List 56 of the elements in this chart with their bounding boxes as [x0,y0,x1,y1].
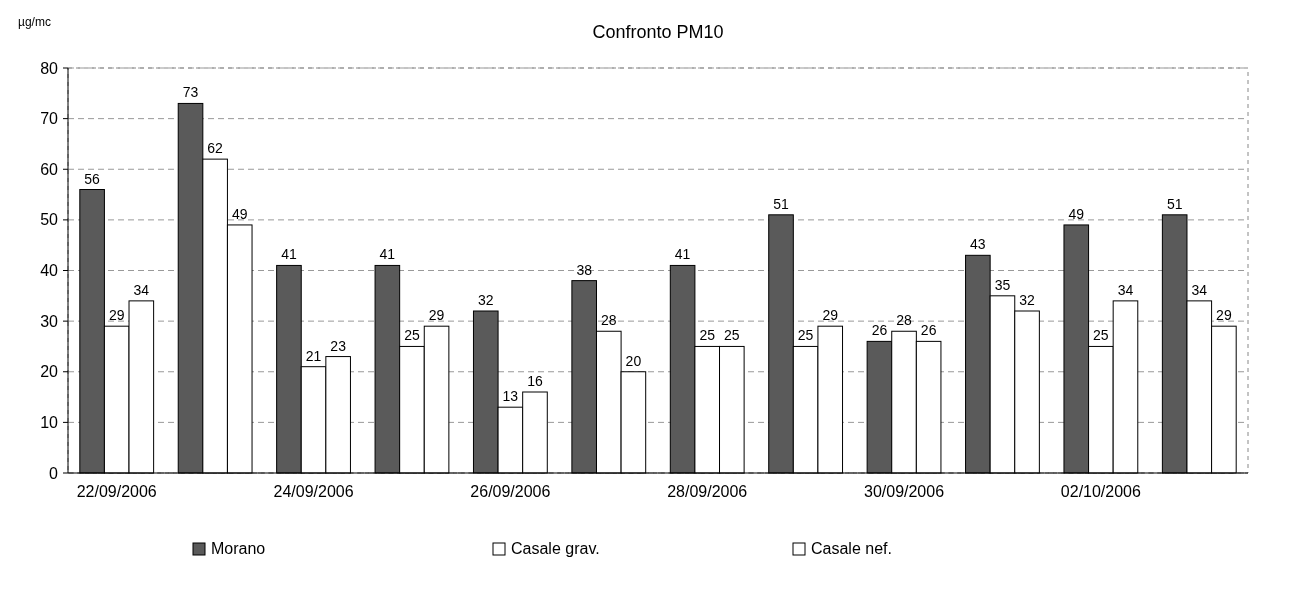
data-label: 29 [108,307,125,324]
data-label: 56 [84,170,101,187]
x-tick-label: 24/09/2006 [273,483,354,500]
data-label: 34 [1117,281,1134,298]
y-tick-label: 10 [40,413,59,431]
data-label: 26 [871,322,888,339]
legend-label: Casale grav. [511,540,600,557]
data-label: 49 [1068,205,1085,222]
data-label: 25 [404,327,420,344]
x-tick-label: 22/09/2006 [76,483,157,500]
y-tick-label: 0 [49,464,59,482]
data-label: 16 [527,373,543,389]
y-tick-label: 60 [40,160,59,178]
data-label: 28 [896,312,913,329]
legend-label: Morano [211,540,266,557]
data-label: 29 [428,307,445,324]
x-tick-label: 02/10/2006 [1060,483,1142,500]
y-tick-label: 30 [40,312,59,330]
data-label: 41 [281,246,297,263]
data-label: 21 [305,347,322,364]
legend-label: Casale nef. [811,540,892,557]
data-label: 34 [133,281,150,298]
data-label: 29 [822,307,839,324]
data-label: 32 [477,292,494,308]
data-label: 41 [379,246,396,263]
y-axis-title: µg/mc [18,15,51,29]
data-label: 34 [1191,281,1208,298]
data-label: 38 [576,261,593,278]
chart-title: Confronto PM10 [592,22,724,42]
data-label: 43 [970,236,986,253]
data-label: 20 [625,352,642,369]
data-label: 28 [601,312,617,329]
data-label: 35 [994,276,1011,293]
data-label: 51 [773,195,790,212]
data-label: 25 [1093,327,1109,344]
data-label: 51 [1166,195,1183,212]
x-tick-label: 28/09/2006 [667,483,748,500]
data-label: 73 [182,84,199,101]
y-tick-label: 70 [40,110,59,128]
y-tick-label: 50 [40,211,59,229]
x-tick-label: 30/09/2006 [864,483,945,500]
data-label: 62 [207,140,224,157]
data-label: 41 [674,246,691,263]
data-label: 32 [1019,292,1036,308]
data-label: 49 [231,205,248,222]
data-label: 23 [330,337,347,354]
y-tick-label: 20 [40,363,59,381]
y-tick-label: 80 [40,59,59,77]
data-label: 25 [699,327,716,344]
data-label: 13 [502,388,519,405]
data-label: 25 [797,327,814,344]
data-label: 25 [724,327,740,344]
data-label: 26 [920,322,937,339]
data-label: 29 [1216,307,1232,324]
y-tick-label: 40 [40,262,59,280]
x-tick-label: 26/09/2006 [470,483,551,500]
